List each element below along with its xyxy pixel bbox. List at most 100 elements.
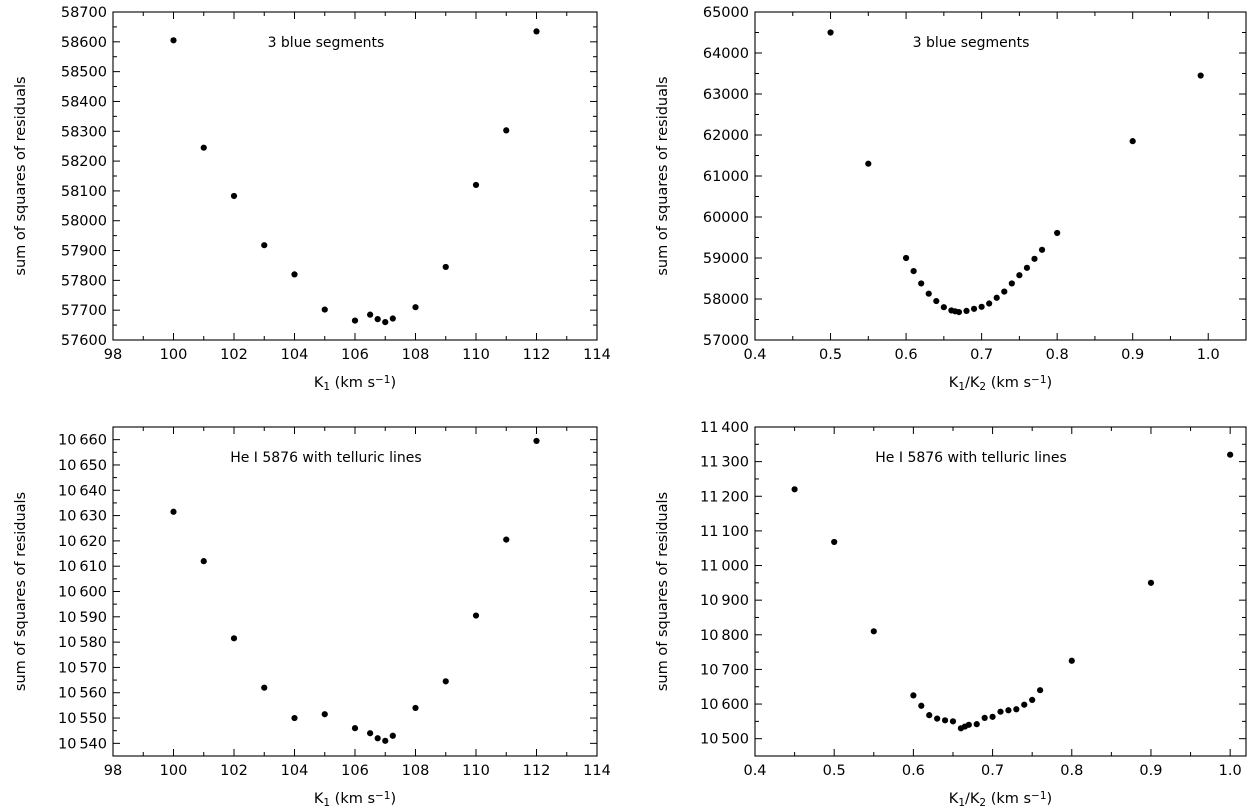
bottom-right-x-tick-label: 0.8	[1060, 763, 1083, 779]
top-left-x-axis-label: K1 (km s−1)	[314, 374, 396, 393]
bottom-left-y-tick-label: 10 590	[58, 610, 107, 626]
bottom-left-x-tick-label: 98	[104, 763, 122, 779]
top-left-data-point	[170, 37, 177, 44]
top-left-y-tick-label: 58200	[61, 154, 107, 170]
bottom-left-x-tick-label: 102	[220, 763, 248, 779]
bottom-left-data-point	[321, 711, 328, 718]
bottom-right-data-point	[1068, 657, 1075, 664]
top-right-data-point	[1129, 138, 1136, 145]
bottom-left-y-tick-label: 10 660	[58, 433, 107, 449]
top-left-y-tick-label: 57900	[61, 244, 107, 260]
top-right-x-axis-label: K1/K2 (km s−1)	[949, 374, 1052, 393]
top-left-x-tick-label: 106	[341, 347, 369, 363]
top-right-x-tick-label: 0.4	[743, 347, 766, 363]
top-right-y-tick-label: 64000	[703, 46, 749, 62]
top-right-data-point	[955, 309, 963, 316]
bottom-left-x-tick-label: 114	[583, 763, 611, 779]
top-left-y-tick-label: 58600	[61, 35, 107, 51]
bottom-right-data-point	[989, 713, 996, 720]
top-left-y-tick-label: 58300	[61, 124, 107, 140]
top-right-data-point	[1008, 280, 1015, 287]
bottom-right-data-point	[926, 712, 933, 719]
bottom-left-data-point	[382, 737, 389, 744]
bottom-right-x-tick-label: 1.0	[1219, 763, 1242, 779]
top-right-y-tick-label: 62000	[703, 128, 749, 144]
top-right-data-point	[940, 304, 947, 311]
panel-top-left: 98 100 102 104 106 108 110 112 114 57600 57700 5780…	[13, 5, 611, 393]
bottom-left-y-tick-label: 10 550	[58, 711, 107, 727]
top-left-data-point	[472, 181, 480, 189]
bottom-left-data-point	[230, 635, 238, 642]
top-right-data-point	[1001, 288, 1008, 295]
top-right-data-point	[1197, 72, 1204, 79]
bottom-left-x-tick-label: 100	[160, 763, 188, 779]
top-right-data-point	[993, 294, 1000, 301]
bottom-right-data-point	[981, 714, 988, 722]
top-right-y-tick-label: 63000	[703, 87, 749, 103]
bottom-right-data-point	[949, 718, 957, 725]
top-right-y-tick-label: 57000	[703, 333, 749, 349]
top-right-data-point	[978, 303, 985, 310]
bottom-left-y-tick-label: 10 630	[58, 509, 107, 525]
bottom-left-y-tick-label: 10 650	[58, 458, 107, 474]
top-right-data-point	[1054, 229, 1061, 237]
top-left-annotation: 3 blue segments	[268, 35, 385, 51]
bottom-left-data-point	[503, 536, 510, 543]
bottom-left-data-point	[367, 730, 374, 737]
bottom-left-x-tick-label: 104	[281, 763, 309, 779]
top-right-y-axis-label: sum of squares of residuals	[655, 76, 671, 275]
bottom-left-y-tick-label: 10 640	[58, 483, 107, 499]
top-right-y-tick-label: 58000	[703, 292, 749, 308]
top-right-x-tick-label: 0.8	[1046, 347, 1069, 363]
bottom-left-y-tick-label: 10 610	[58, 559, 107, 575]
bottom-right-y-tick-label: 10 600	[700, 697, 749, 713]
bottom-left-plot-frame	[112, 426, 598, 757]
bottom-left-data-point	[291, 714, 298, 722]
top-right-x-tick-label: 0.9	[1121, 347, 1144, 363]
bottom-left-data-point	[200, 558, 207, 565]
top-right-data-point	[827, 29, 834, 36]
bottom-left-x-tick-label: 110	[462, 763, 490, 779]
bottom-right-data-point	[870, 628, 877, 635]
top-left-data-point	[389, 315, 396, 322]
bottom-right-data-point	[1005, 707, 1012, 714]
bottom-right-data-point	[1147, 579, 1155, 586]
top-left-x-tick-label: 110	[462, 347, 490, 363]
bottom-right-data-point	[941, 717, 949, 724]
top-right-data-point	[933, 297, 940, 305]
panel-bottom-left: 98 100 102 104 106 108 110 112 114 10 540 10 550 10…	[13, 426, 611, 809]
top-left-data-point	[412, 304, 419, 311]
bottom-left-data-point	[472, 612, 480, 619]
bottom-left-data-point	[389, 732, 396, 739]
top-right-annotation: 3 blue segments	[913, 35, 1030, 51]
bottom-right-y-tick-label: 10 700	[700, 662, 749, 678]
top-left-data-point	[200, 144, 207, 151]
top-right-plot-frame	[754, 11, 1247, 341]
bottom-right-data-point	[1013, 706, 1020, 713]
bottom-left-y-tick-label: 10 600	[58, 585, 107, 601]
top-left-data-point	[367, 311, 374, 318]
top-right-x-tick-label: 1.0	[1197, 347, 1220, 363]
bottom-left-annotation: He I 5876 with telluric lines	[230, 450, 422, 466]
bottom-right-data-point	[910, 692, 917, 699]
bottom-right-annotation: He I 5876 with telluric lines	[875, 450, 1067, 466]
top-left-y-tick-label: 57700	[61, 303, 107, 319]
top-right-y-tick-label: 60000	[703, 210, 749, 226]
top-left-data-point	[382, 319, 389, 326]
bottom-right-data-point	[965, 721, 972, 728]
top-left-x-tick-label: 114	[583, 347, 611, 363]
bottom-right-y-tick-label: 11 100	[700, 524, 749, 540]
top-left-x-tick-label: 100	[160, 347, 188, 363]
bottom-left-x-axis-label: K1 (km s−1)	[314, 790, 396, 809]
top-left-plot-frame	[112, 11, 598, 341]
top-right-data-point	[1038, 246, 1046, 253]
top-right-data-point	[1031, 255, 1038, 262]
bottom-left-y-tick-label: 10 620	[58, 534, 107, 550]
bottom-right-y-tick-label: 10 500	[700, 732, 749, 748]
top-right-data-point	[902, 254, 910, 262]
bottom-right-plot-frame	[754, 426, 1247, 757]
bottom-right-x-axis-label: K1/K2 (km s−1)	[949, 790, 1052, 809]
top-left-x-tick-label: 108	[402, 347, 430, 363]
bottom-right-data-point	[1029, 696, 1036, 703]
